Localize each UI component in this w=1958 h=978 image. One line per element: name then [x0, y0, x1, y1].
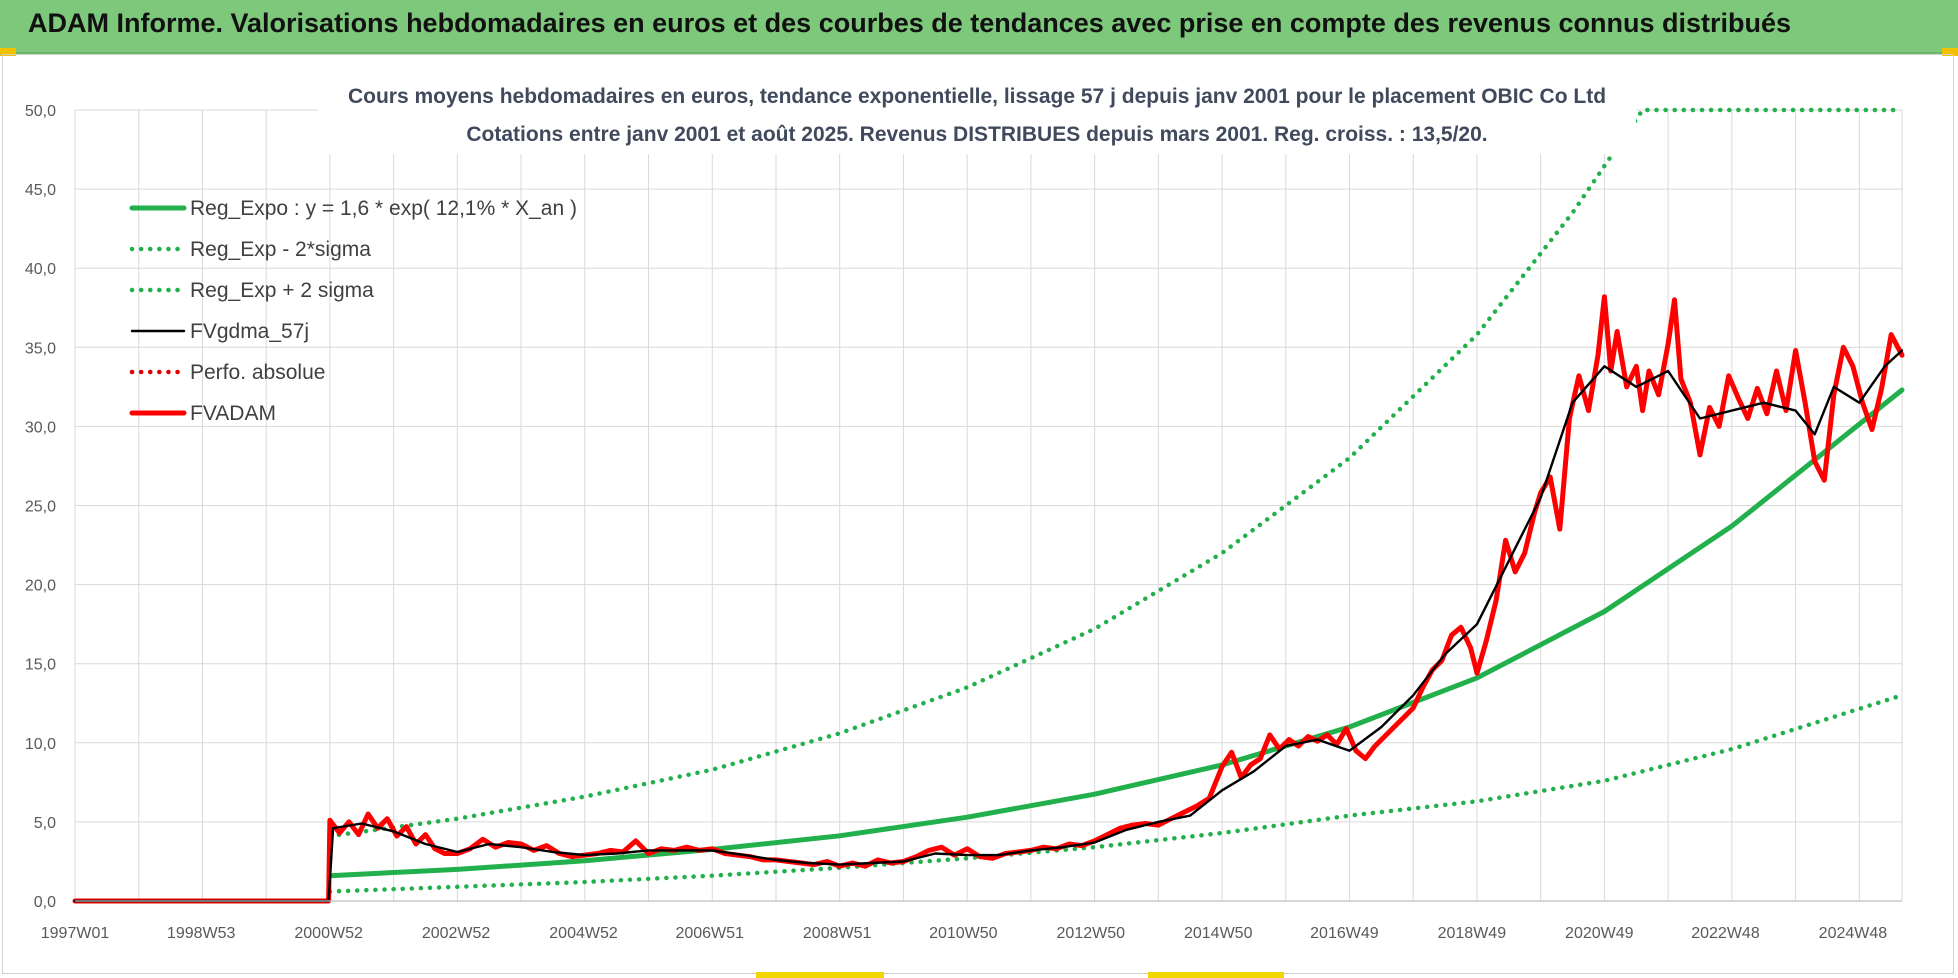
x-tick-label: 2002W52	[422, 925, 491, 942]
grid-layer	[74, 109, 1903, 902]
corner-marker-right	[1942, 48, 1958, 56]
x-tick-label: 2006W51	[675, 925, 744, 942]
series-line-2	[327, 107, 1905, 839]
bottom-marker-left	[756, 972, 884, 978]
legend-label: Perfo. absolue	[190, 361, 325, 384]
series-line-5	[72, 294, 1905, 904]
series-line-1	[327, 693, 1905, 894]
corner-marker-left	[0, 48, 16, 56]
series-line-0	[327, 387, 1905, 879]
y-tick-label: 40,0	[25, 261, 56, 278]
y-tick-label: 5,0	[34, 815, 56, 832]
x-tick-label: 2010W50	[929, 925, 998, 942]
y-tick-label: 15,0	[25, 657, 56, 674]
chart-title: Cours moyens hebdomadaires en euros, ten…	[348, 85, 1606, 108]
series-line-3	[73, 349, 1904, 903]
y-tick-label: 20,0	[25, 578, 56, 595]
chart-title-background	[318, 78, 1636, 154]
x-tick-label: 2014W50	[1184, 925, 1253, 942]
x-tick-label: 2024W48	[1819, 925, 1888, 942]
x-tick-label: 2000W52	[294, 925, 363, 942]
y-tick-label: 0,0	[34, 894, 56, 911]
x-tick-label: 2012W50	[1057, 925, 1126, 942]
x-tick-label: 2016W49	[1310, 925, 1379, 942]
x-tick-label: 2020W49	[1565, 925, 1634, 942]
axis-layer: 0,0 5,0 10,0 15,0 20,0 25,0 30,0 35,0 40,0 45,0 50…	[25, 103, 1902, 942]
chart-title-group: Cours moyens hebdomadaires en euros, ten…	[318, 78, 1636, 154]
x-tick-label: 2018W49	[1438, 925, 1507, 942]
y-tick-label: 10,0	[25, 736, 56, 753]
banner: ADAM Informe. Valorisations hebdomadaire…	[0, 0, 1958, 54]
y-tick-label: 35,0	[25, 340, 56, 357]
y-tick-label: 30,0	[25, 419, 56, 436]
legend-label: Reg_Exp + 2 sigma	[190, 279, 374, 302]
banner-title: ADAM Informe. Valorisations hebdomadaire…	[28, 8, 1792, 38]
legend-label: Reg_Exp - 2*sigma	[190, 238, 371, 261]
bottom-marker-right	[1148, 972, 1284, 978]
legend-label: FVgdma_57j	[190, 320, 309, 343]
legend-label: FVADAM	[190, 402, 276, 425]
x-tick-label: 2008W51	[803, 925, 872, 942]
legend: Reg_Expo : y = 1,6 * exp( 12,1% * X_an )…	[129, 197, 577, 425]
legend-label: Reg_Expo : y = 1,6 * exp( 12,1% * X_an )	[190, 197, 577, 220]
chart-subtitle: Cotations entre janv 2001 et août 2025. …	[466, 123, 1487, 146]
y-tick-label: 45,0	[25, 182, 56, 199]
series-layer	[72, 107, 1905, 904]
y-tick-label: 50,0	[25, 103, 56, 120]
x-tick-label: 1997W01	[41, 925, 110, 942]
x-tick-label: 2022W48	[1691, 925, 1760, 942]
x-tick-label: 1998W53	[167, 925, 236, 942]
x-tick-label: 2004W52	[549, 925, 618, 942]
y-tick-label: 25,0	[25, 499, 56, 516]
chart-frame	[2, 54, 1954, 974]
